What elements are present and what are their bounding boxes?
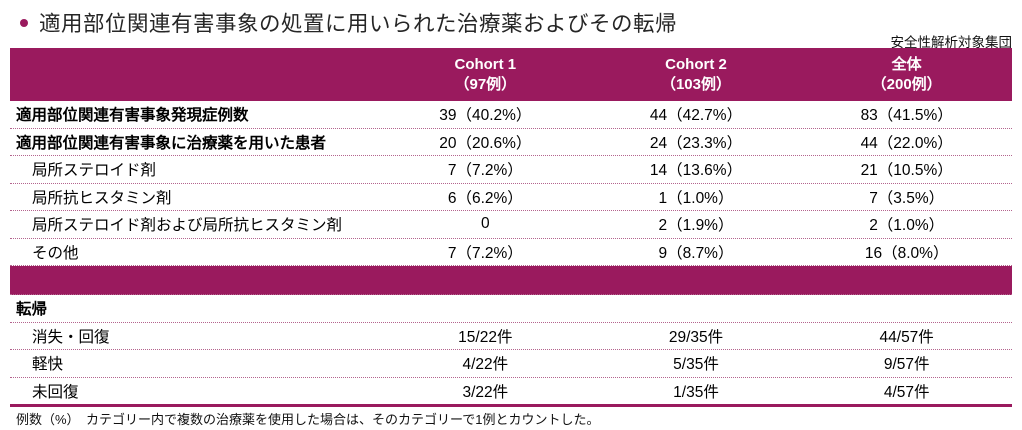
row-value: 7（7.2%） [447, 244, 523, 262]
header-cohort1: Cohort 1 （97例） [380, 48, 591, 101]
row-label: 適用部位関連有害事象発現症例数 [16, 107, 249, 125]
header-total-name: 全体 [891, 56, 922, 73]
row-label: 局所抗ヒスタミン剤 [32, 189, 172, 207]
treatment-outcome-table: Cohort 1 （97例） Cohort 2 （103例） 全体 （200例）… [10, 48, 1012, 407]
row-value: 24（23.3%） [649, 134, 743, 152]
section-separator-band [10, 266, 1012, 295]
row-value: 44（22.0%） [860, 134, 953, 152]
row-label: 未回復 [32, 383, 79, 401]
header-total-count: （200例） [871, 75, 942, 93]
row-label: 適用部位関連有害事象に治療薬を用いた患者 [16, 134, 327, 152]
row-label: 局所ステロイド剤 [32, 162, 157, 180]
row-value: 15/22件 [458, 328, 513, 346]
row-value: 2（1.0%） [869, 217, 945, 235]
row-value: 20（20.6%） [439, 134, 532, 152]
page-header: 適用部位関連有害事象の処置に用いられた治療薬およびその転帰 [20, 7, 677, 38]
row-value: 1（1.0%） [658, 189, 734, 207]
header-cohort2-name: Cohort 2 [665, 56, 727, 73]
row-value: 44/57件 [879, 328, 934, 346]
row-value: 14（13.6%） [649, 162, 743, 180]
table-header: Cohort 1 （97例） Cohort 2 （103例） 全体 （200例） [10, 48, 1012, 101]
row-label: 軽快 [32, 356, 64, 374]
footnote: 例数（%） カテゴリー内で複数の治療薬を使用した場合は、そのカテゴリーで1例とカ… [16, 412, 600, 427]
row-value: 6（6.2%） [447, 189, 523, 207]
row-value: 29/35件 [668, 328, 724, 346]
table-row: 局所ステロイド剤および局所抗ヒスタミン剤 0 2（1.9%） 2（1.0%） [10, 211, 1012, 239]
table-row: 適用部位関連有害事象に治療薬を用いた患者 20（20.6%） 24（23.3%） 44… [10, 129, 1012, 156]
table-body: 適用部位関連有害事象発現症例数 39（40.2%） 44（42.7%） 83（41.5… [10, 101, 1012, 404]
row-label: 消失・回復 [32, 328, 110, 346]
row-value: 2（1.9%） [658, 217, 734, 235]
row-value: 7（7.2%） [447, 162, 523, 180]
header-cohort1-name: Cohort 1 [454, 56, 517, 73]
row-label: 転帰 [16, 301, 48, 319]
header-cohort2-count: （103例） [660, 75, 731, 93]
header-total: 全体 （200例） [801, 48, 1012, 101]
analysis-population-label: 安全性解析対象集団 [890, 35, 1013, 50]
row-value: 4/22件 [462, 356, 509, 374]
row-value: 7（3.5%） [869, 189, 945, 207]
table-row: 局所抗ヒスタミン剤 6（6.2%） 1（1.0%） 7（3.5%） [10, 184, 1012, 211]
header-cohort1-count: （97例） [454, 75, 517, 93]
row-value: 0 [481, 215, 490, 233]
row-label: 局所ステロイド剤および局所抗ヒスタミン剤 [32, 217, 343, 235]
row-value: 9（8.7%） [658, 244, 734, 262]
table-row: 軽快 4/22件 5/35件 9/57件 [10, 350, 1012, 378]
row-value: 1/35件 [673, 383, 719, 401]
row-value: 83（41.5%） [860, 107, 953, 125]
header-cohort2: Cohort 2 （103例） [591, 48, 802, 101]
row-label: その他 [32, 244, 79, 262]
bullet-icon [20, 18, 28, 27]
row-value: 9/57件 [883, 356, 930, 374]
table-row: 適用部位関連有害事象発現症例数 39（40.2%） 44（42.7%） 83（41.5… [10, 101, 1012, 129]
table-row: その他 7（7.2%） 9（8.7%） 16（8.0%） [10, 239, 1012, 266]
row-value: 5/35件 [673, 356, 719, 374]
row-value: 39（40.2%） [439, 107, 532, 125]
row-value: 16（8.0%） [864, 244, 949, 262]
table-row: 転帰 [10, 295, 1012, 323]
row-value: 3/22件 [462, 383, 509, 401]
header-empty-cell [10, 48, 380, 101]
row-value: 21（10.5%） [860, 162, 953, 180]
page-title: 適用部位関連有害事象の処置に用いられた治療薬およびその転帰 [39, 12, 678, 36]
table-row: 局所ステロイド剤 7（7.2%） 14（13.6%） 21（10.5%） [10, 156, 1012, 184]
row-value: 4/57件 [883, 383, 930, 401]
row-value: 44（42.7%） [649, 107, 743, 125]
table-row: 未回復 3/22件 1/35件 4/57件 [10, 378, 1012, 405]
table-row: 消失・回復 15/22件 29/35件 44/57件 [10, 323, 1012, 350]
